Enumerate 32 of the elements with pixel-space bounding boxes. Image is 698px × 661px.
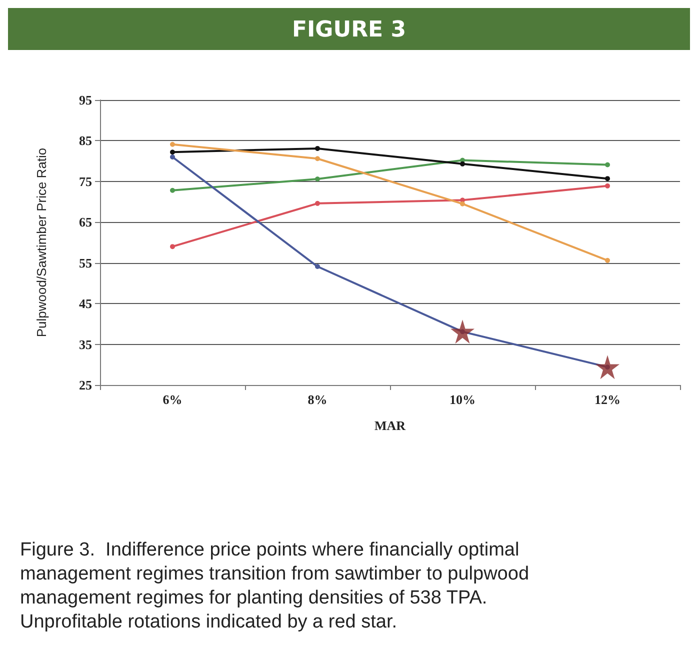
y-tick-label: 45 bbox=[79, 296, 92, 312]
point bbox=[605, 183, 610, 188]
chart-title: FIGURE 3 bbox=[292, 18, 406, 42]
point bbox=[605, 162, 610, 168]
x-tick-label: 8% bbox=[308, 392, 328, 407]
point bbox=[170, 244, 175, 250]
point bbox=[460, 201, 465, 206]
point bbox=[170, 142, 175, 147]
x-axis-title: MAR bbox=[374, 418, 406, 433]
y-axis-title: Pulpwood/Sawtimber Price Ratio bbox=[34, 148, 49, 338]
y-tick-label: 55 bbox=[79, 255, 92, 270]
y-tick-label: 25 bbox=[79, 378, 92, 392]
point bbox=[605, 258, 610, 263]
point bbox=[315, 156, 320, 162]
point bbox=[605, 176, 610, 182]
point bbox=[315, 176, 320, 182]
point bbox=[170, 150, 175, 155]
x-tick-label: 6% bbox=[162, 392, 182, 407]
y-tick-label: 75 bbox=[79, 174, 92, 189]
x-tick-label: 10% bbox=[450, 392, 476, 407]
y-tick-label: 35 bbox=[79, 336, 92, 352]
y-tick-label: 95 bbox=[79, 92, 92, 108]
caption: Figure 3. Indifference price points where financially optimal management regimes transition from sawtimber to pulpwood management regimes for planting densities of 538 TPA. Unprofitable rotations indicated by a red star. bbox=[20, 540, 534, 632]
point bbox=[170, 188, 175, 193]
y-tick-label: 85 bbox=[79, 133, 92, 148]
point bbox=[315, 264, 320, 270]
point bbox=[460, 161, 465, 166]
y-tick-label: 65 bbox=[79, 214, 92, 230]
point bbox=[170, 154, 175, 160]
x-tick-label: 12% bbox=[594, 392, 620, 407]
point bbox=[315, 146, 320, 151]
point bbox=[315, 200, 320, 206]
